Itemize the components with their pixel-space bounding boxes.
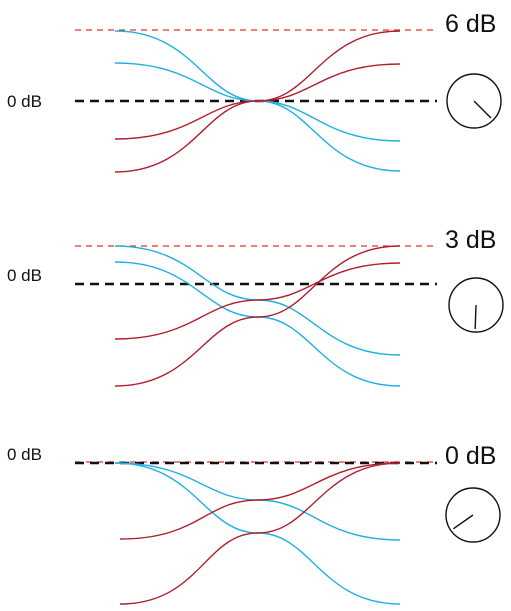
red-curve-lower — [114, 245, 401, 387]
panel-3db: 0 dB 3 dB — [7, 226, 504, 387]
knob-pointer — [473, 100, 492, 119]
level-label: 6 dB — [445, 10, 496, 38]
cyan-curve-lower — [114, 62, 401, 172]
gain-knob-icon — [445, 487, 501, 543]
level-label: 3 dB — [445, 226, 496, 254]
zero-db-label: 0 dB — [7, 445, 42, 464]
red-curve-lower — [114, 30, 401, 173]
zero-db-label: 0 dB — [7, 92, 42, 111]
panel-6db: 0 dB 6 dB — [7, 10, 502, 173]
panel-0db: 0 dB 0 dB — [7, 442, 501, 605]
knob-pointer — [474, 304, 477, 330]
cyan-curve-upper — [114, 30, 401, 142]
cyan-curve-lower — [114, 261, 401, 387]
red-curve-upper — [114, 262, 401, 340]
zero-db-label: 0 dB — [7, 266, 42, 285]
gain-knob-icon — [446, 73, 502, 129]
red-curve-upper — [119, 462, 401, 540]
knob-pointer — [452, 514, 474, 530]
gain-knob-icon — [448, 277, 504, 333]
red-curve-lower — [119, 462, 401, 605]
level-label: 0 dB — [445, 442, 496, 470]
cyan-curve-upper — [114, 462, 401, 541]
